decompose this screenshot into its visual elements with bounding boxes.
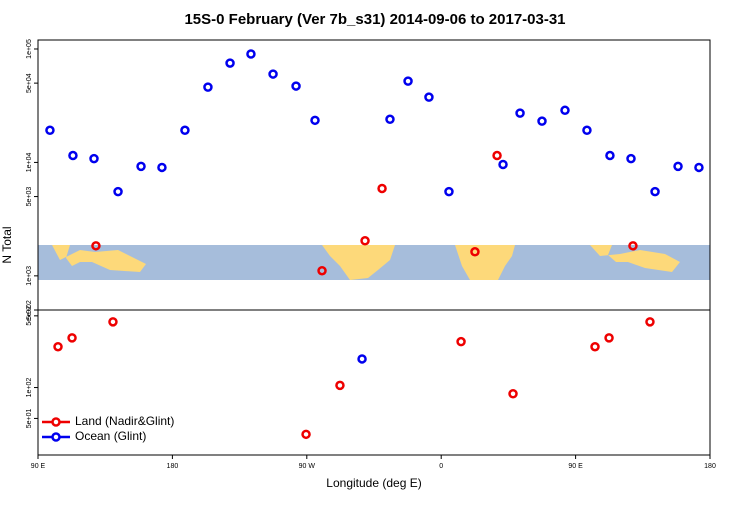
point	[67, 333, 77, 343]
point	[645, 317, 655, 327]
point	[180, 125, 190, 136]
x-tick-label: 180	[167, 463, 179, 470]
point	[604, 333, 614, 343]
point	[310, 115, 320, 126]
y-tick-label: 1e+03	[26, 266, 33, 286]
point	[515, 108, 525, 118]
point	[508, 388, 518, 399]
point	[377, 183, 387, 194]
point	[335, 380, 345, 391]
point	[444, 186, 454, 197]
point	[673, 161, 683, 172]
point	[246, 49, 256, 59]
point	[626, 153, 636, 164]
point	[498, 159, 508, 170]
point	[385, 114, 395, 125]
point	[53, 341, 63, 352]
point	[157, 162, 167, 173]
x-axis-title: Longitude (deg E)	[326, 476, 421, 490]
point	[203, 82, 213, 92]
legend-label: Land (Nadir&Glint)	[75, 414, 174, 428]
y-tick-label: 1e+04	[26, 152, 33, 172]
point	[360, 235, 370, 246]
point	[291, 81, 301, 91]
y-tick-label: 5e+02	[26, 300, 33, 320]
point	[301, 429, 311, 440]
legend-marker	[51, 432, 61, 442]
plot-frame	[37, 39, 711, 456]
point	[424, 92, 434, 102]
point	[357, 354, 367, 364]
x-tick-label: 0	[439, 463, 443, 470]
y-tick-label: 1e+05	[26, 39, 33, 59]
point	[590, 341, 600, 352]
point	[68, 150, 78, 161]
y-tick-label: 5e+02	[26, 306, 33, 326]
point	[456, 336, 466, 347]
x-tick-label: 90 W	[299, 463, 316, 470]
point	[317, 265, 327, 276]
x-tick-label: 180	[704, 463, 716, 470]
point	[470, 247, 480, 257]
point	[91, 241, 101, 251]
point	[403, 76, 413, 86]
point	[136, 161, 146, 172]
point	[605, 150, 615, 161]
y-axis-title: N Total	[0, 226, 14, 263]
y-tick-label: 5e+01	[26, 408, 33, 428]
x-tick-label: 90 E	[568, 463, 583, 470]
point	[560, 105, 570, 116]
map-background	[38, 245, 710, 280]
y-tick-label: 5e+03	[26, 187, 33, 207]
y-tick-label: 5e+04	[26, 73, 33, 93]
point	[628, 241, 638, 251]
x-tick-label: 90 E	[31, 463, 46, 470]
point	[492, 150, 502, 161]
point	[537, 116, 547, 126]
point	[113, 186, 123, 197]
point	[268, 69, 278, 79]
point	[225, 58, 235, 68]
point	[582, 125, 592, 136]
point	[650, 186, 660, 197]
point	[45, 125, 55, 136]
chart-title: 15S-0 February (Ver 7b_s31) 2014-09-06 t…	[184, 11, 565, 28]
point	[89, 153, 99, 164]
y-tick-label: 1e+02	[26, 378, 33, 398]
legend-label: Ocean (Glint)	[75, 429, 146, 443]
legend-marker	[51, 417, 61, 427]
point	[694, 162, 704, 173]
point	[108, 317, 118, 327]
